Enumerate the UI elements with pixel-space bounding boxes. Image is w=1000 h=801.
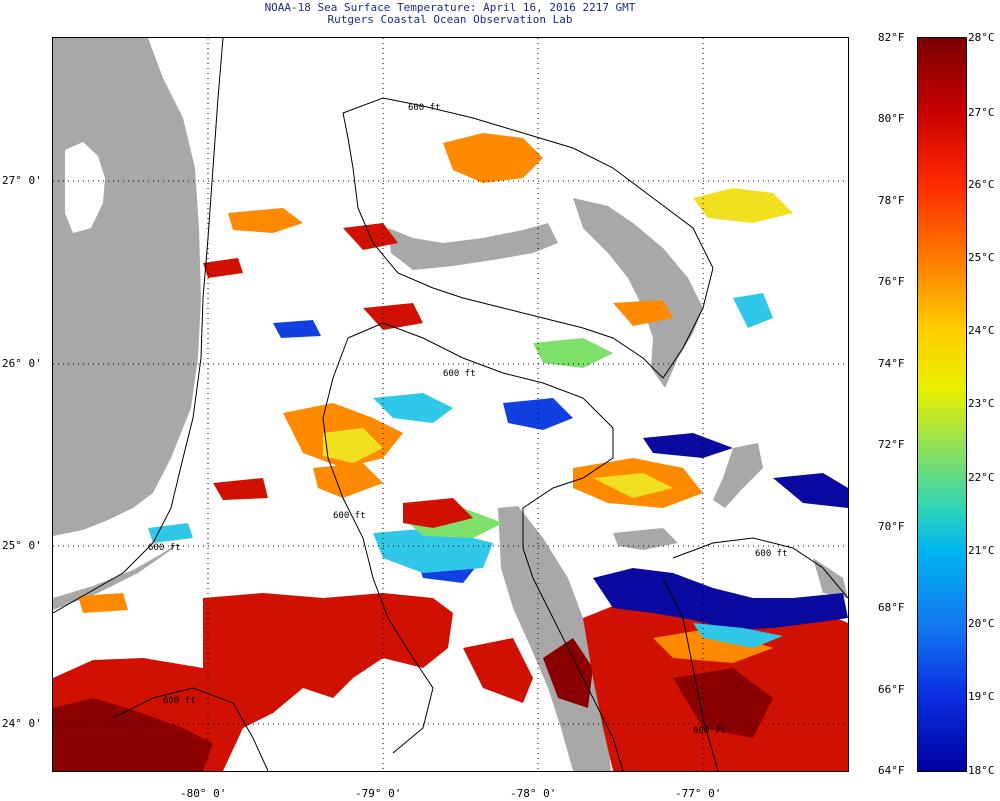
sst-orange-southeast: [653, 628, 773, 663]
colorbar-f-label: 72°F: [878, 438, 905, 451]
sst-orange-north-mid: [228, 208, 303, 233]
sst-orange-southwest-small: [78, 593, 128, 613]
andros-warm-patch: [543, 638, 593, 708]
sst-red-center-mid: [403, 498, 473, 528]
sst-green-east: [533, 338, 613, 368]
colorbar-f-label: 78°F: [878, 194, 905, 207]
colorbar-c-label: 22°C: [968, 471, 995, 484]
colorbar-f-label: 76°F: [878, 275, 905, 288]
contour-label: 600 ft: [163, 696, 196, 706]
colorbar-f-label: 82°F: [878, 31, 905, 44]
sst-cyan-band-central: [373, 528, 493, 573]
lat-label: 26° 0': [2, 357, 42, 370]
contour-600ft-little-bahama: [342, 97, 714, 379]
map-title: NOAA-18 Sea Surface Temperature: April 1…: [264, 1, 636, 14]
sst-cyan-center: [373, 393, 453, 423]
lon-label: -80° 0': [180, 787, 227, 800]
sst-hot-southeast: [673, 668, 773, 738]
sst-blue-north-west: [273, 320, 321, 338]
lon-label: -77° 0': [675, 787, 722, 800]
colorbar-c-label: 28°C: [968, 31, 995, 44]
sst-map: 600 ft 600 ft 600 ft 600 ft 600 ft 600 f…: [52, 37, 849, 772]
sst-red-center-west: [213, 478, 268, 500]
colorbar-c-label: 27°C: [968, 106, 995, 119]
eleuthera-land: [713, 443, 763, 508]
colorbar-c-label: 21°C: [968, 544, 995, 557]
sst-map-canvas: 600 ft 600 ft 600 ft 600 ft 600 ft 600 f…: [53, 38, 848, 771]
contour-label: 600 ft: [693, 726, 726, 736]
temperature-colorbar: [917, 37, 967, 772]
contour-label: 600 ft: [333, 511, 366, 521]
graticule: [53, 38, 848, 771]
contour-600ft-southwest: [112, 687, 269, 771]
contour-600ft-great-bahama: [347, 322, 624, 771]
contour-label: 600 ft: [755, 549, 788, 559]
lat-label: 27° 0': [2, 174, 42, 187]
sst-yellow-center-left: [323, 428, 383, 463]
contour-label: 600 ft: [443, 369, 476, 379]
sst-orange-east-mid: [613, 300, 673, 326]
colorbar-f-label: 70°F: [878, 520, 905, 533]
sst-cyan-band-east: [693, 623, 783, 648]
colorbar-f-label: 64°F: [878, 764, 905, 777]
sst-yellow-north-east: [693, 188, 793, 223]
colorbar-c-label: 18°C: [968, 764, 995, 777]
sst-hot-southwest: [53, 698, 213, 771]
abaco-land: [573, 198, 703, 388]
colorbar-f-label: 66°F: [878, 683, 905, 696]
contour-600ft-tongue: [322, 337, 434, 754]
florida-keys: [53, 543, 178, 610]
colorbar-f-label: 74°F: [878, 357, 905, 370]
sst-blue-center-east: [643, 433, 733, 458]
sst-warm-south-mid: [463, 638, 533, 703]
sst-orange-north: [443, 133, 543, 183]
colorbar-c-label: 23°C: [968, 397, 995, 410]
contour-label: 600 ft: [148, 543, 181, 553]
sst-cool-band-east: [593, 568, 848, 630]
colorbar-f-label: 68°F: [878, 601, 905, 614]
contour-600ft-southeast: [662, 577, 719, 771]
sst-yellow-center-right: [593, 473, 673, 498]
colorbar-f-label: 80°F: [878, 112, 905, 125]
sst-red-north-west: [203, 258, 243, 278]
florida-land: [53, 38, 201, 536]
lake-okeechobee: [65, 142, 105, 233]
map-subtitle: Rutgers Coastal Ocean Observation Lab: [327, 13, 573, 26]
map-title-block: NOAA-18 Sea Surface Temperature: April 1…: [0, 2, 900, 26]
colorbar-c-label: 24°C: [968, 324, 995, 337]
lon-label: -78° 0': [510, 787, 557, 800]
sst-cyan-west: [148, 523, 193, 543]
sst-orange-mid-left: [313, 463, 383, 498]
sst-darkblue-east-edge: [773, 473, 848, 508]
colorbar-c-label: 25°C: [968, 251, 995, 264]
new-providence-land: [613, 528, 678, 550]
grand-bahama-land: [388, 223, 558, 270]
colorbar-c-label: 26°C: [968, 178, 995, 191]
colorbar-c-label: 20°C: [968, 617, 995, 630]
lat-label: 25° 0': [2, 539, 42, 552]
sst-cyan-north-east: [733, 293, 773, 328]
contour-600ft-florida: [53, 38, 224, 614]
lon-label: -79° 0': [355, 787, 402, 800]
contour-600ft-exuma: [672, 537, 848, 599]
sst-red-mid-north: [363, 303, 423, 330]
colorbar-c-label: 19°C: [968, 690, 995, 703]
lat-label: 24° 0': [2, 717, 42, 730]
contour-label: 600 ft: [408, 103, 441, 113]
